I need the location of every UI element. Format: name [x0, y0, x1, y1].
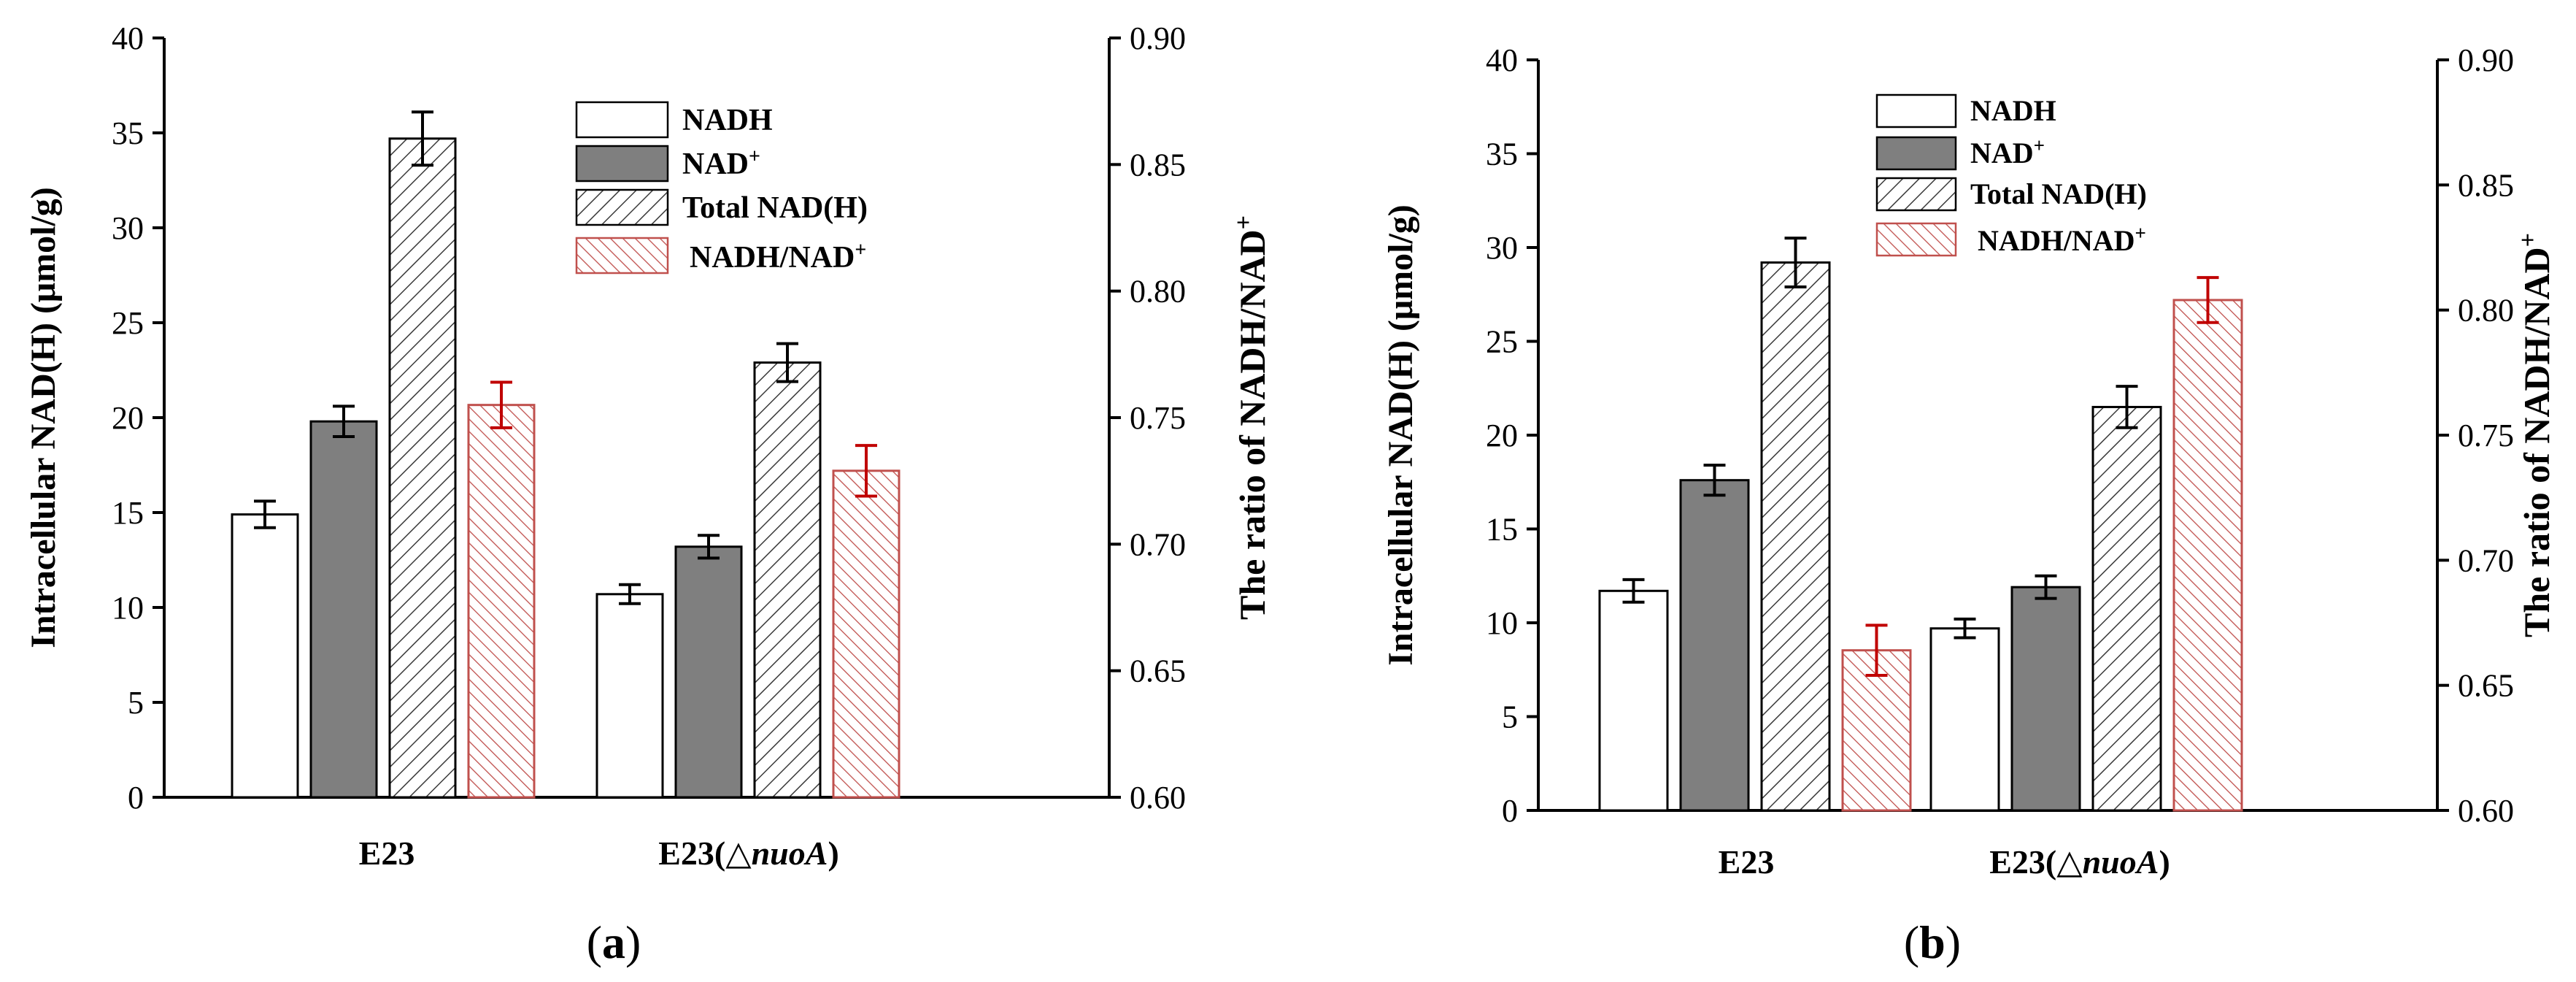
bar-nad — [309, 420, 378, 799]
bar-ratio — [1841, 649, 1912, 812]
y-tick-label: 15 — [1486, 512, 1518, 548]
legend-label-nad: NAD+ — [1970, 134, 2045, 169]
legend-swatch-nadh — [1875, 93, 1957, 128]
y-tick-label: 30 — [112, 210, 144, 246]
legend-swatch-ratio — [575, 237, 669, 275]
y-tick-label: 5 — [128, 685, 144, 721]
y-tick-label: 20 — [1486, 418, 1518, 453]
y-tick-label: 25 — [1486, 324, 1518, 360]
superscript-plus: + — [2515, 233, 2542, 247]
y-right-tick-label: 0.90 — [1130, 20, 1186, 56]
y-right-tick-label: 0.75 — [2458, 418, 2514, 453]
legend: NADH NAD+ Total NAD(H) NADH/NAD+ — [575, 101, 868, 275]
y-tick-label: 25 — [112, 305, 144, 341]
y-axis-right-label: The ratio of NADH/NAD+ — [1230, 215, 1273, 620]
bar-ratio — [832, 469, 901, 799]
bar-ratio — [2172, 299, 2243, 812]
y-right-tick-label: 0.90 — [2458, 42, 2514, 78]
y-right-tick-label: 0.65 — [2458, 668, 2514, 704]
legend-swatch-ratio — [1875, 222, 1957, 257]
bar-nad — [674, 545, 743, 799]
legend-label-nadh: NADH — [1970, 94, 2056, 127]
legend-label-ratio: NADH/NAD+ — [690, 239, 866, 275]
legend-swatch-nad — [1875, 136, 1957, 171]
y-right-tick-label: 0.70 — [2458, 542, 2514, 578]
legend-label-nadh: NADH — [682, 104, 773, 137]
bar-nadh — [231, 513, 299, 799]
category-label-e23-nuoa: E23(△nuoA) — [1989, 843, 2170, 881]
category-label-e23: E23 — [1719, 843, 1775, 881]
legend-label-total: Total NAD(H) — [1970, 177, 2147, 210]
bar-nad — [2010, 586, 2081, 812]
y-tick-label: 35 — [1486, 137, 1518, 172]
legend-label-ratio: NADH/NAD+ — [1978, 222, 2146, 257]
category-label-e23-nuoa: E23(△nuoA) — [658, 835, 839, 872]
y-right-tick-label: 0.60 — [1130, 780, 1186, 816]
y-tick-label: 30 — [1486, 230, 1518, 266]
bar-total — [753, 361, 822, 799]
y-tick-label: 35 — [112, 115, 144, 151]
y-right-tick-label: 0.85 — [2458, 167, 2514, 203]
bar-total — [388, 137, 457, 799]
y-axis-right-label-text: The ratio of NADH/NAD — [1232, 229, 1273, 620]
bar-nadh — [1598, 589, 1669, 812]
bar-ratio — [467, 404, 536, 799]
y-tick-label: 20 — [112, 400, 144, 436]
bar-nadh — [1929, 627, 2000, 812]
legend-label-total: Total NAD(H) — [682, 191, 868, 225]
bar-total — [1760, 261, 1831, 812]
legend: NADH NAD+ Total NAD(H) NADH/NAD+ — [1875, 93, 2147, 257]
chart-panel-a: 0 5 10 15 20 25 30 35 40 0.60 0.65 0.70 0.75 0.80 0.8… — [24, 20, 1273, 968]
y-right-tick-label: 0.65 — [1130, 653, 1186, 689]
bar-nad — [1679, 479, 1750, 812]
legend-label-nad: NAD+ — [682, 145, 760, 182]
y-right-tick-label: 0.85 — [1130, 147, 1186, 183]
category-label-e23: E23 — [359, 835, 415, 872]
legend-swatch-total — [1875, 177, 1957, 212]
y-tick-label: 10 — [1486, 605, 1518, 641]
legend-swatch-nad — [575, 145, 669, 183]
legend-swatch-total — [575, 188, 669, 226]
bar-total — [2091, 405, 2162, 812]
y-tick-label: 10 — [112, 590, 144, 626]
y-tick-label: 0 — [1502, 793, 1518, 829]
y-tick-label: 15 — [112, 495, 144, 531]
superscript-plus: + — [1230, 215, 1257, 229]
y-tick-label: 5 — [1502, 699, 1518, 735]
y-tick-label: 0 — [128, 780, 144, 816]
y-axis-right-label: The ratio of NADH/NAD+ — [2515, 233, 2558, 637]
y-right-tick-label: 0.75 — [1130, 400, 1186, 436]
y-right-tick-label: 0.60 — [2458, 793, 2514, 829]
chart-panel-b: 0 5 10 15 20 25 30 35 40 0.60 0.65 0.70 0.75 0.80 0.8… — [1381, 42, 2557, 968]
y-axis-label: Intracellular NAD(H) (μmol/g) — [1381, 204, 1420, 666]
y-axis-label: Intracellular NAD(H) (μmol/g) — [24, 187, 63, 648]
y-right-tick-label: 0.70 — [1130, 526, 1186, 562]
legend-swatch-nadh — [575, 101, 669, 139]
panel-label-b: (b) — [1904, 916, 1961, 968]
y-right-tick-label: 0.80 — [2458, 293, 2514, 329]
y-tick-label: 40 — [1486, 42, 1518, 78]
panel-label-a: (a) — [587, 916, 641, 968]
y-right-tick-label: 0.80 — [1130, 274, 1186, 310]
y-tick-label: 40 — [112, 20, 144, 56]
y-axis-right-label-text: The ratio of NADH/NAD — [2516, 247, 2557, 637]
bar-nadh — [595, 593, 664, 799]
